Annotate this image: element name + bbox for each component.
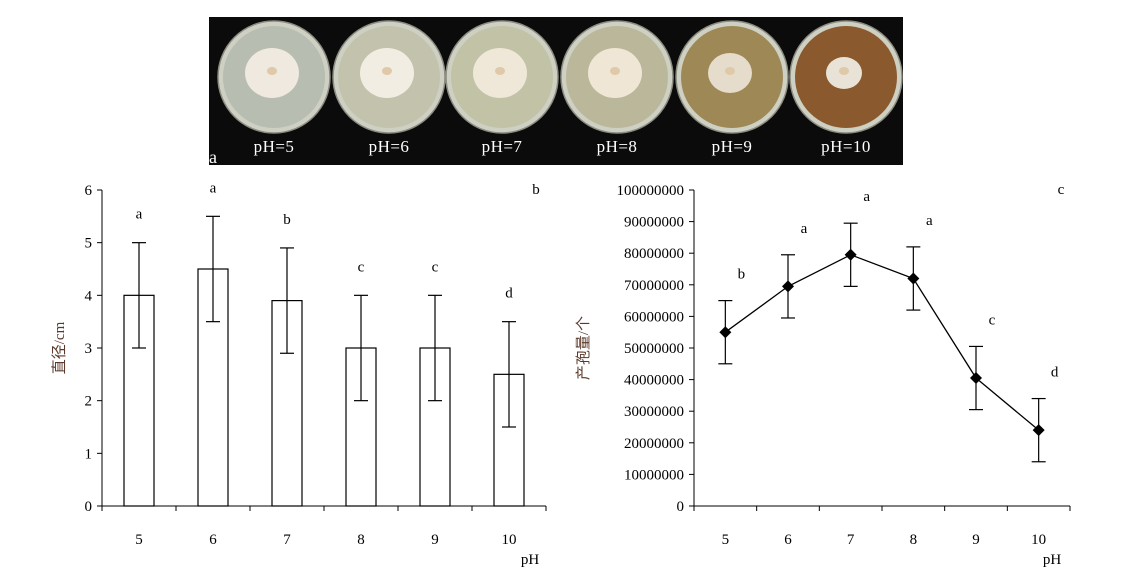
y-tick-label: 20000000 xyxy=(624,436,684,452)
x-tick-label: 8 xyxy=(910,532,918,548)
data-point xyxy=(907,272,920,285)
plate-5: pH=9 xyxy=(675,20,789,156)
plate-label: pH=6 xyxy=(369,137,410,156)
y-tick-label: 0 xyxy=(85,499,93,515)
plate-label: pH=8 xyxy=(597,137,638,156)
plate-label: pH=9 xyxy=(712,137,753,156)
data-point xyxy=(844,248,857,261)
x-tick-label: 9 xyxy=(972,532,980,548)
colony-center xyxy=(382,67,392,75)
significance-letter: d xyxy=(1051,365,1059,381)
significance-letter: a xyxy=(136,207,143,223)
significance-letter: b xyxy=(283,212,291,228)
y-tick-label: 3 xyxy=(85,341,93,357)
culture-plate-photo: pH=5 pH=6 pH=7 pH=8 pH=9 pH=10 a xyxy=(209,17,903,167)
data-point xyxy=(1032,424,1045,437)
significance-letter: d xyxy=(505,286,513,302)
plate-label: pH=5 xyxy=(254,137,295,156)
x-tick-label: 5 xyxy=(722,532,730,548)
colony-center xyxy=(495,67,505,75)
colony-center xyxy=(610,67,620,75)
x-tick-label: 5 xyxy=(135,532,143,548)
y-tick-label: 30000000 xyxy=(624,404,684,420)
significance-letter: a xyxy=(210,180,217,196)
y-tick-label: 90000000 xyxy=(624,215,684,231)
plate-1: pH=5 xyxy=(217,20,331,156)
x-tick-label: 8 xyxy=(357,532,365,548)
y-tick-label: 0 xyxy=(677,499,685,515)
significance-letter: a xyxy=(863,189,870,205)
colony-center xyxy=(725,67,735,75)
y-tick-label: 50000000 xyxy=(624,341,684,357)
plate-label: pH=7 xyxy=(482,137,523,156)
bar xyxy=(419,347,451,507)
data-point xyxy=(782,280,794,293)
sporulation-line-chart: 0 10000000 20000000 30000000 40000000 5000000… xyxy=(575,182,1071,568)
corner-letter: c xyxy=(1058,182,1065,198)
data-point xyxy=(719,326,732,339)
x-tick-label: 10 xyxy=(1031,532,1046,548)
plate-2: pH=6 xyxy=(332,20,446,156)
x-tick-label: 7 xyxy=(283,532,291,548)
y-tick-label: 60000000 xyxy=(624,309,684,325)
x-axis-title: pH xyxy=(521,552,540,568)
plate-4: pH=8 xyxy=(560,20,674,156)
significance-letter: b xyxy=(738,267,746,283)
x-tick-label: 7 xyxy=(847,532,855,548)
significance-letter: c xyxy=(358,259,365,275)
corner-letter: b xyxy=(532,182,540,198)
x-tick-label: 6 xyxy=(209,532,217,548)
data-point xyxy=(970,372,982,385)
x-tick-label: 6 xyxy=(784,532,792,548)
diameter-bar-chart: 0 1 2 3 4 5 6 a 5 a 6 b 7 c 8 c 9 d 10 b pH 直径/cm xyxy=(51,180,547,568)
y-tick-label: 6 xyxy=(85,183,93,199)
significance-letter: a xyxy=(926,213,933,229)
plate-label: pH=10 xyxy=(821,137,871,156)
plate-3: pH=7 xyxy=(445,20,559,156)
colony-center xyxy=(267,67,277,75)
significance-letter: c xyxy=(989,312,996,328)
y-tick-label: 10000000 xyxy=(624,467,684,483)
y-tick-label: 4 xyxy=(85,288,93,304)
significance-letter: a xyxy=(801,221,808,237)
y-axis-title: 产孢量/个 xyxy=(575,316,592,380)
y-tick-label: 70000000 xyxy=(624,278,684,294)
y-tick-label: 2 xyxy=(85,394,93,410)
series-line xyxy=(724,254,1040,431)
x-axis-title: pH xyxy=(1043,552,1062,568)
y-axis-title: 直径/cm xyxy=(51,321,68,374)
plate-6: pH=10 xyxy=(789,20,903,156)
y-tick-label: 40000000 xyxy=(624,373,684,389)
y-tick-label: 1 xyxy=(85,446,93,462)
colony-center xyxy=(839,67,849,75)
y-tick-label: 5 xyxy=(85,236,93,252)
y-tick-label: 100000000 xyxy=(617,183,685,199)
x-tick-label: 10 xyxy=(502,532,517,548)
significance-letter: c xyxy=(432,259,439,275)
y-tick-label: 80000000 xyxy=(624,246,684,262)
x-tick-label: 9 xyxy=(431,532,439,548)
panel-label: a xyxy=(209,147,217,167)
